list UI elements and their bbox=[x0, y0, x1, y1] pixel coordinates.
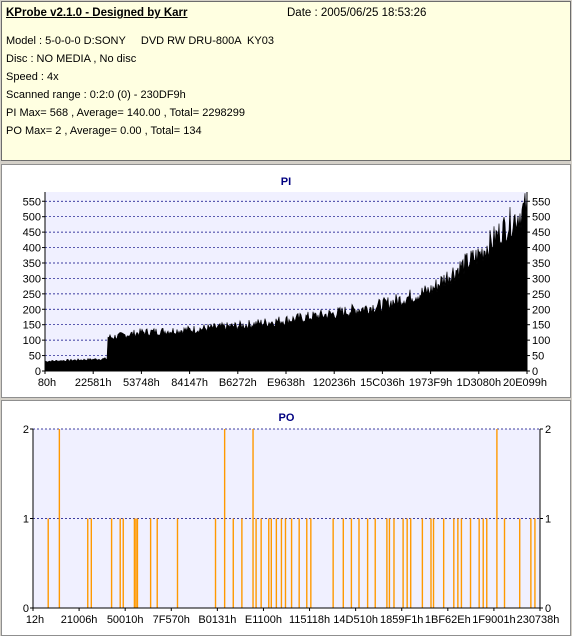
y-tick-label: 550 bbox=[23, 196, 41, 208]
po-chart: PO 0 0 1 1 2 2 12h 21006h 50010h 7F570h B0131h E1100… bbox=[23, 412, 560, 626]
x-tick-label: 80h bbox=[38, 377, 56, 389]
y-tick-label-right: 250 bbox=[532, 289, 550, 301]
scan-info-box: KProbe v2.1.0 - Designed by Karr Date : … bbox=[1, 1, 571, 161]
y-tick-label-right: 400 bbox=[532, 243, 550, 255]
x-tick-label: B6272h bbox=[219, 377, 257, 389]
y-tick-label-right: 0 bbox=[545, 603, 551, 615]
x-tick-label: 230738h bbox=[517, 614, 560, 626]
scan-speed: Speed : 4x bbox=[6, 71, 59, 83]
y-tick-label-right: 50 bbox=[532, 351, 544, 363]
x-tick-label: 21006h bbox=[61, 614, 98, 626]
x-tick-label: E9638h bbox=[267, 377, 305, 389]
pi-chart: PI 0 0 50 50 100 100 150 150 200 200 250 250 300 300 35… bbox=[23, 176, 551, 389]
pi-chart-panel: PI 0 0 50 50 100 100 150 150 200 200 250 250 300 300 35… bbox=[1, 164, 571, 398]
x-tick-label: 120236h bbox=[313, 377, 356, 389]
y-tick-label: 400 bbox=[23, 243, 41, 255]
x-tick-label: 1F9001h bbox=[472, 614, 515, 626]
y-tick-label: 450 bbox=[23, 227, 41, 239]
x-tick-label: 1859F1h bbox=[380, 614, 423, 626]
x-tick-label: 7F570h bbox=[153, 614, 190, 626]
po-chart-panel: PO 0 0 1 1 2 2 12h 21006h 50010h 7F570h B0131h E1100… bbox=[1, 400, 571, 636]
x-tick-label: 84147h bbox=[171, 377, 208, 389]
pi-series-area bbox=[44, 193, 528, 372]
y-tick-label: 2 bbox=[23, 424, 29, 436]
y-tick-label: 0 bbox=[23, 603, 29, 615]
y-tick-label-right: 1 bbox=[545, 514, 551, 526]
x-tick-label: 15C036h bbox=[360, 377, 405, 389]
x-tick-label: 14D510h bbox=[333, 614, 378, 626]
y-tick-label-right: 550 bbox=[532, 196, 550, 208]
x-tick-label: B0131h bbox=[198, 614, 236, 626]
x-tick-label: 12h bbox=[26, 614, 44, 626]
disc-info: Disc : NO MEDIA , No disc bbox=[6, 53, 137, 65]
po-summary: PO Max= 2 , Average= 0.00 , Total= 134 bbox=[6, 125, 202, 137]
y-tick-label-right: 200 bbox=[532, 304, 550, 316]
y-tick-label: 300 bbox=[23, 273, 41, 285]
y-tick-label-right: 350 bbox=[532, 258, 550, 270]
pi-summary: PI Max= 568 , Average= 140.00 , Total= 2… bbox=[6, 107, 246, 119]
y-tick-label-right: 150 bbox=[532, 320, 550, 332]
x-tick-label: 53748h bbox=[123, 377, 160, 389]
x-tick-label: 50010h bbox=[107, 614, 144, 626]
scanned-range: Scanned range : 0:2:0 (0) - 230DF9h bbox=[6, 89, 186, 101]
x-tick-label: 115118h bbox=[289, 614, 330, 626]
x-tick-label: 1BF62Eh bbox=[425, 614, 471, 626]
y-tick-label: 100 bbox=[23, 335, 41, 347]
y-tick-label: 350 bbox=[23, 258, 41, 270]
x-tick-label: E1100h bbox=[245, 614, 282, 626]
scan-date: Date : 2005/06/25 18:53:26 bbox=[287, 7, 427, 19]
chart-title: PI bbox=[281, 176, 291, 188]
y-tick-label-right: 300 bbox=[532, 273, 550, 285]
app-title: KProbe v2.1.0 - Designed by Karr bbox=[6, 7, 188, 19]
y-tick-label-right: 0 bbox=[532, 366, 538, 378]
x-tick-label: 20E099h bbox=[503, 377, 547, 389]
y-tick-label-right: 500 bbox=[532, 212, 550, 224]
y-tick-label-right: 450 bbox=[532, 227, 550, 239]
chart-title: PO bbox=[279, 412, 295, 424]
drive-model: Model : 5-0-0-0 D:SONY DVD RW DRU-800A K… bbox=[6, 35, 274, 47]
y-tick-label: 500 bbox=[23, 212, 41, 224]
x-tick-label: 1D3080h bbox=[456, 377, 501, 389]
x-tick-label: 1973F9h bbox=[409, 377, 452, 389]
x-tick-label: 22581h bbox=[75, 377, 112, 389]
y-tick-label-right: 2 bbox=[545, 424, 551, 436]
y-tick-label-right: 100 bbox=[532, 335, 550, 347]
y-tick-label: 50 bbox=[29, 351, 41, 363]
y-tick-label: 200 bbox=[23, 304, 41, 316]
y-tick-label: 250 bbox=[23, 289, 41, 301]
y-tick-label: 0 bbox=[35, 366, 41, 378]
y-tick-label: 150 bbox=[23, 320, 41, 332]
y-tick-label: 1 bbox=[23, 514, 29, 526]
